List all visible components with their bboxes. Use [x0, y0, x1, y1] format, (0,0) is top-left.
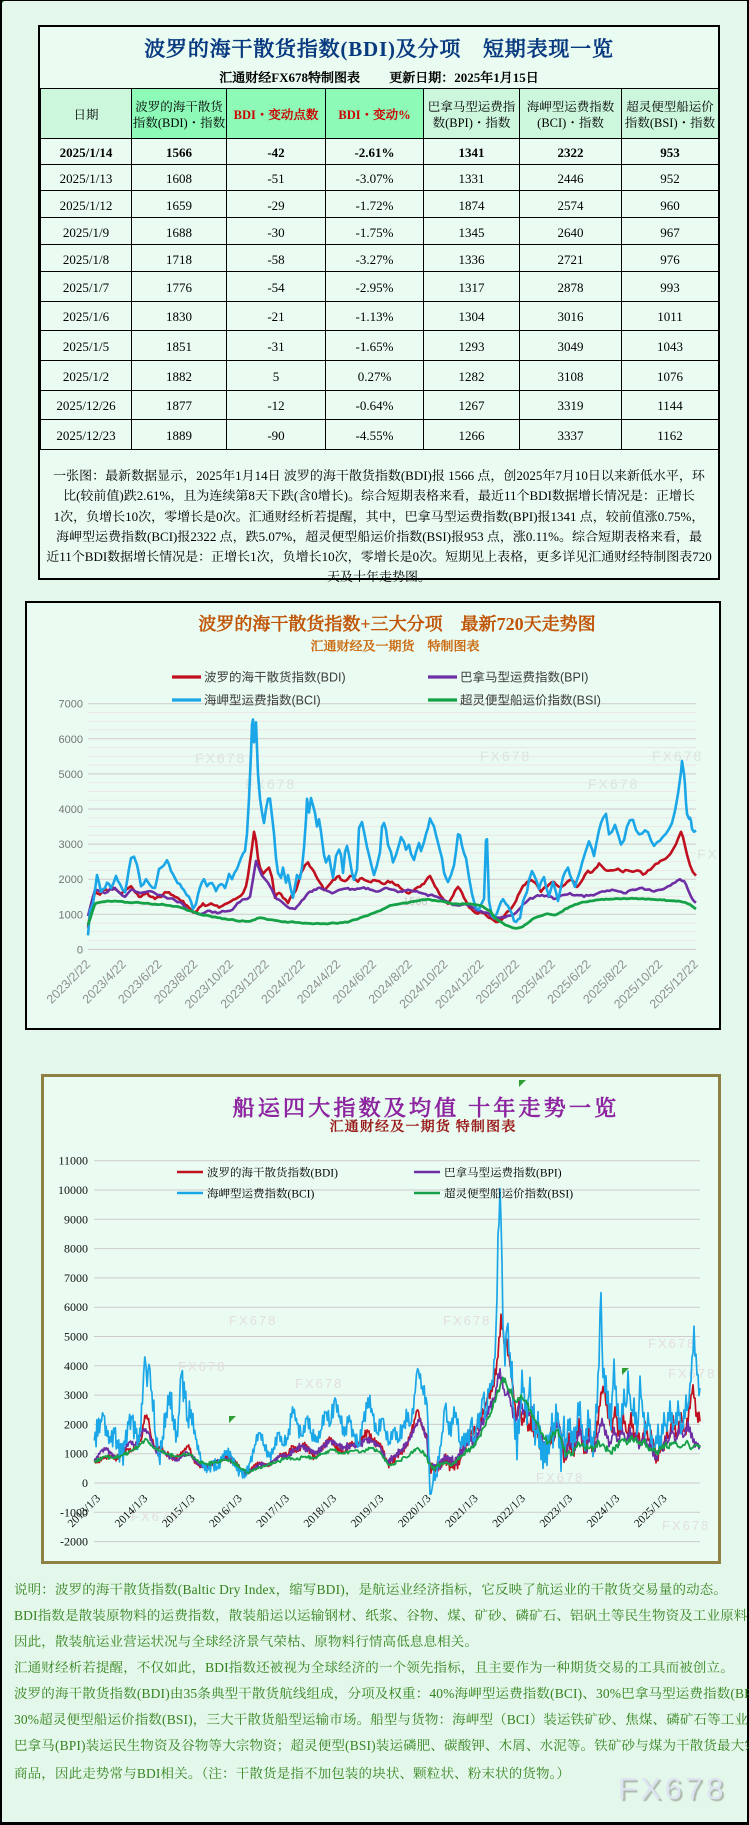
svg-text:FX678: FX678 [588, 776, 639, 792]
svg-text:5000: 5000 [64, 1330, 88, 1344]
svg-text:8000: 8000 [64, 1242, 88, 1256]
svg-text:FX678: FX678 [178, 1359, 226, 1374]
svg-text:0: 0 [77, 944, 83, 956]
svg-text:5000: 5000 [59, 769, 83, 781]
svg-text:FX678: FX678 [662, 1518, 710, 1533]
svg-text:汇通财经及一期货 特制图表: 汇通财经及一期货 特制图表 [310, 636, 479, 655]
svg-text:11000: 11000 [58, 1154, 88, 1168]
svg-text:-2000: -2000 [60, 1535, 88, 1549]
svg-text:超灵便型船运价指数(BSI): 超灵便型船运价指数(BSI) [444, 1186, 573, 1202]
svg-text:4000: 4000 [64, 1359, 88, 1373]
svg-text:6000: 6000 [59, 734, 83, 746]
svg-text:海岬型运费指数(BCI): 海岬型运费指数(BCI) [204, 690, 321, 709]
svg-text:FX678: FX678 [536, 1470, 584, 1485]
svg-text:FX678: FX678 [229, 1313, 277, 1328]
svg-text:汇通财经及一期货 特制图表: 汇通财经及一期货 特制图表 [329, 1116, 516, 1136]
svg-text:巴拿马型运费指数(BPI): 巴拿马型运费指数(BPI) [444, 1165, 562, 1181]
svg-text:9000: 9000 [64, 1212, 88, 1226]
svg-text:6000: 6000 [64, 1300, 88, 1314]
svg-text:FX678: FX678 [295, 1376, 343, 1391]
svg-text:FX678: FX678 [652, 748, 703, 764]
svg-text:10000: 10000 [58, 1183, 88, 1197]
svg-text:FX678: FX678 [443, 1313, 491, 1328]
svg-text:波罗的海干散货指数(BDI): 波罗的海干散货指数(BDI) [207, 1165, 338, 1181]
svg-text:巴拿马型运费指数(BPI): 巴拿马型运费指数(BPI) [460, 667, 588, 686]
svg-text:3000: 3000 [59, 839, 83, 851]
svg-text:FX678: FX678 [195, 750, 246, 766]
svg-text:2000: 2000 [59, 874, 83, 886]
svg-text:波罗的海干散货指数+三大分项 最新720天走势图: 波罗的海干散货指数+三大分项 最新720天走势图 [198, 610, 595, 636]
svg-text:FX678: FX678 [648, 1336, 696, 1351]
svg-text:FX678: FX678 [697, 846, 721, 862]
svg-text:海岬型运费指数(BCI): 海岬型运费指数(BCI) [207, 1186, 314, 1202]
svg-text:波罗的海干散货指数(BDI): 波罗的海干散货指数(BDI) [204, 667, 346, 686]
svg-text:船运四大指数及均值 十年走势一览: 船运四大指数及均值 十年走势一览 [232, 1092, 620, 1123]
svg-text:-1000: -1000 [60, 1505, 88, 1519]
svg-text:1000: 1000 [59, 909, 83, 921]
svg-text:FX678: FX678 [480, 748, 531, 764]
svg-text:7000: 7000 [64, 1271, 88, 1285]
svg-text:FX678: FX678 [245, 776, 296, 792]
svg-text:FX678: FX678 [131, 1509, 179, 1524]
svg-text:3000: 3000 [64, 1388, 88, 1402]
svg-text:超灵便型船运价指数(BSI): 超灵便型船运价指数(BSI) [460, 690, 601, 709]
svg-text:0: 0 [82, 1476, 88, 1490]
svg-text:7000: 7000 [59, 699, 83, 711]
svg-text:2000: 2000 [64, 1417, 88, 1431]
svg-text:1000: 1000 [64, 1447, 88, 1461]
svg-text:4000: 4000 [59, 804, 83, 816]
